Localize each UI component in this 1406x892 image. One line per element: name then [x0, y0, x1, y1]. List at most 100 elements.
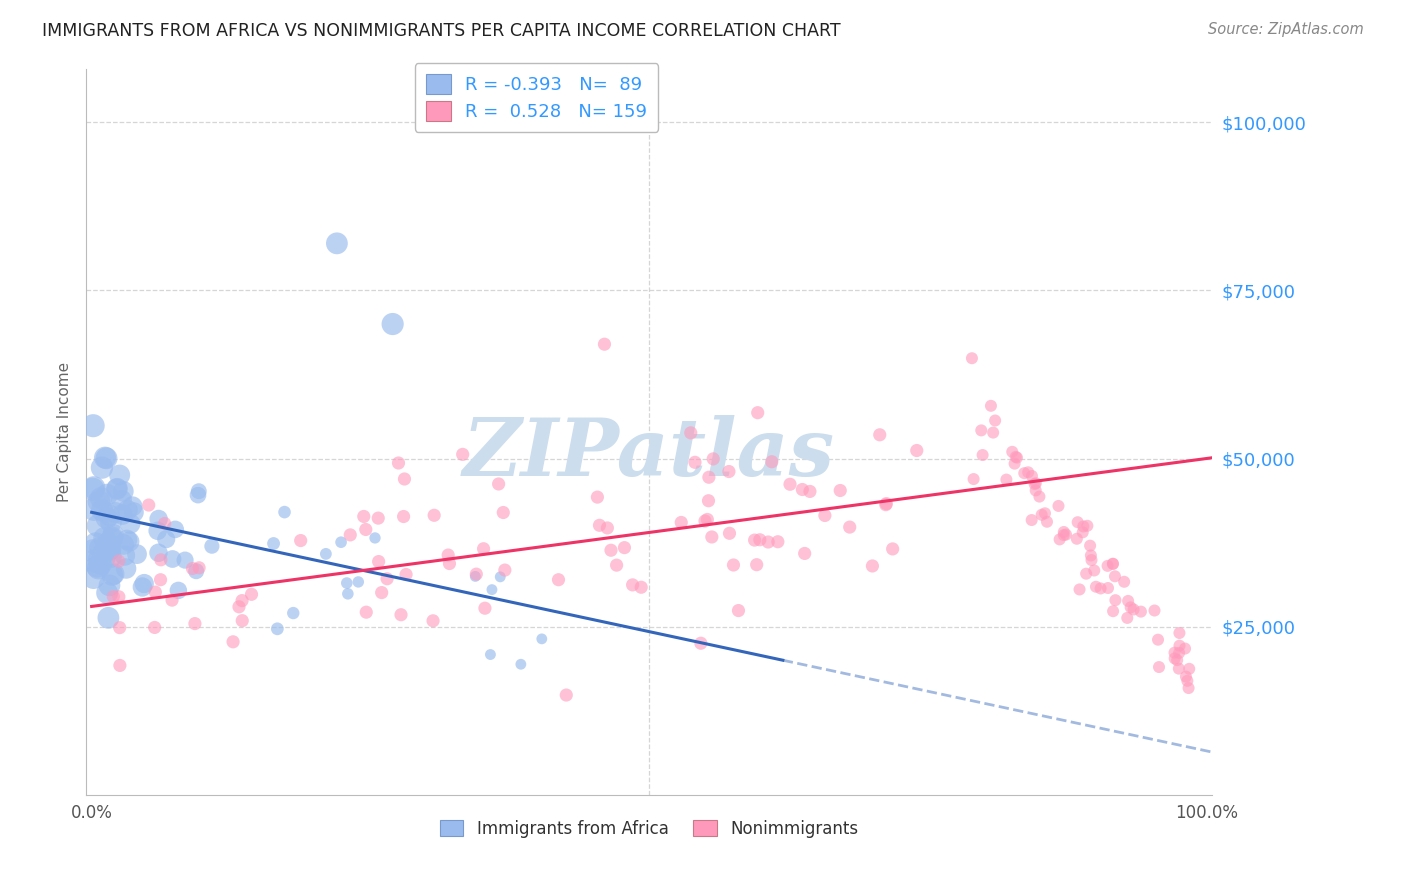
- Point: [1071, 525, 1094, 540]
- Point: [90, 491, 112, 506]
- Point: [101, 532, 124, 546]
- Point: [697, 470, 720, 484]
- Point: [86, 559, 108, 574]
- Point: [437, 548, 460, 562]
- Point: [1147, 660, 1170, 674]
- Point: [1036, 515, 1059, 529]
- Point: [1004, 450, 1026, 464]
- Point: [394, 472, 416, 486]
- Point: [1021, 513, 1043, 527]
- Y-axis label: Per Capita Income: Per Capita Income: [58, 361, 72, 501]
- Point: [91, 460, 114, 475]
- Point: [83, 570, 105, 584]
- Point: [464, 569, 486, 583]
- Point: [120, 516, 142, 531]
- Point: [474, 601, 496, 615]
- Point: [1163, 646, 1185, 660]
- Point: [138, 498, 160, 512]
- Point: [702, 451, 724, 466]
- Point: [1025, 476, 1047, 491]
- Point: [423, 508, 446, 523]
- Point: [1031, 508, 1053, 522]
- Point: [905, 443, 928, 458]
- Point: [1078, 539, 1101, 553]
- Text: Source: ZipAtlas.com: Source: ZipAtlas.com: [1208, 22, 1364, 37]
- Point: [1167, 662, 1189, 676]
- Point: [1083, 564, 1105, 578]
- Point: [980, 399, 1002, 413]
- Point: [240, 587, 263, 601]
- Point: [186, 564, 208, 578]
- Point: [105, 482, 128, 496]
- Point: [148, 512, 170, 526]
- Legend: Immigrants from Africa, Nonimmigrants: Immigrants from Africa, Nonimmigrants: [433, 814, 865, 845]
- Point: [84, 537, 107, 551]
- Point: [766, 534, 789, 549]
- Point: [112, 484, 135, 499]
- Point: [353, 509, 375, 524]
- Point: [96, 488, 118, 502]
- Point: [149, 573, 172, 587]
- Point: [201, 539, 224, 553]
- Point: [613, 541, 636, 555]
- Point: [981, 425, 1004, 440]
- Point: [160, 593, 183, 607]
- Point: [679, 425, 702, 440]
- Point: [1066, 532, 1088, 546]
- Point: [481, 582, 503, 597]
- Point: [162, 552, 184, 566]
- Point: [283, 606, 305, 620]
- Point: [1024, 477, 1046, 491]
- Point: [87, 561, 110, 575]
- Point: [98, 578, 121, 592]
- Point: [838, 520, 860, 534]
- Point: [1122, 602, 1144, 616]
- Point: [392, 509, 415, 524]
- Point: [108, 621, 131, 635]
- Point: [83, 481, 105, 495]
- Point: [143, 585, 166, 599]
- Point: [1084, 580, 1107, 594]
- Point: [184, 616, 207, 631]
- Point: [860, 558, 883, 573]
- Point: [115, 561, 138, 575]
- Point: [231, 614, 253, 628]
- Point: [1104, 593, 1126, 607]
- Point: [118, 534, 141, 549]
- Point: [97, 536, 120, 550]
- Point: [228, 599, 250, 614]
- Point: [1076, 566, 1098, 581]
- Point: [830, 483, 852, 498]
- Point: [793, 546, 815, 560]
- Point: [347, 574, 370, 589]
- Point: [167, 583, 190, 598]
- Point: [717, 465, 740, 479]
- Point: [488, 477, 510, 491]
- Point: [121, 500, 143, 514]
- Point: [1066, 515, 1088, 529]
- Point: [1114, 574, 1136, 589]
- Point: [148, 546, 170, 560]
- Point: [134, 576, 156, 591]
- Point: [354, 605, 377, 619]
- Point: [1047, 499, 1070, 513]
- Point: [593, 337, 616, 351]
- Point: [792, 483, 814, 497]
- Point: [125, 547, 148, 561]
- Point: [588, 518, 610, 533]
- Point: [96, 451, 118, 466]
- Point: [1076, 518, 1098, 533]
- Point: [367, 511, 389, 525]
- Point: [153, 516, 176, 531]
- Point: [600, 543, 623, 558]
- Point: [100, 516, 122, 530]
- Point: [100, 550, 122, 565]
- Point: [103, 567, 125, 582]
- Point: [1025, 483, 1047, 498]
- Point: [1175, 673, 1198, 688]
- Point: [97, 543, 120, 558]
- Point: [492, 506, 515, 520]
- Point: [748, 533, 770, 547]
- Point: [110, 493, 132, 508]
- Point: [1168, 626, 1191, 640]
